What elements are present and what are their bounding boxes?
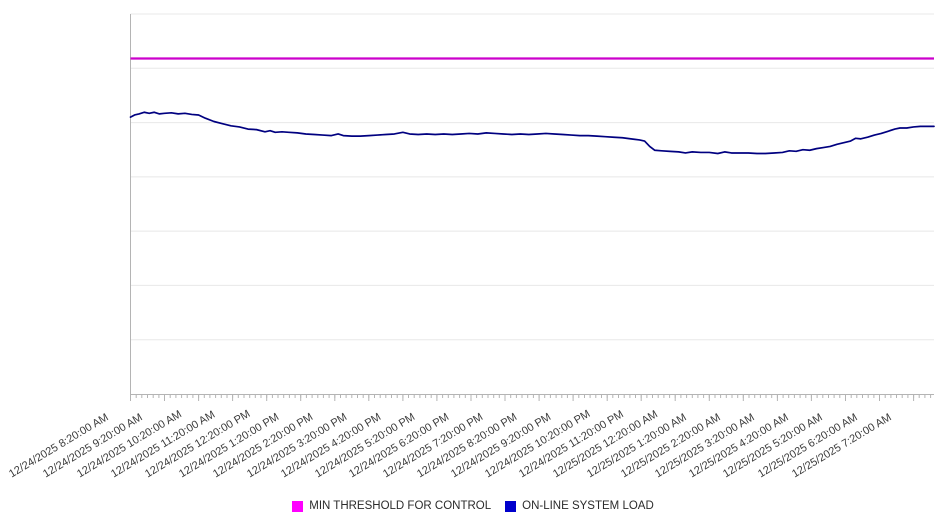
legend-item-label: ON-LINE SYSTEM LOAD: [522, 500, 654, 512]
chart-legend: MIN THRESHOLD FOR CONTROL ON-LINE SYSTEM …: [0, 497, 946, 515]
axis-lines: [130, 14, 934, 395]
series-line-on-line-system-load: [129, 111, 935, 155]
legend-item[interactable]: MIN THRESHOLD FOR CONTROL: [292, 500, 491, 512]
legend-item-label: MIN THRESHOLD FOR CONTROL: [309, 500, 492, 512]
x-axis-major-ticks: [130, 394, 915, 401]
gridlines: [130, 13, 934, 341]
legend-color-swatch-icon: [505, 500, 517, 512]
legend-color-swatch-icon: [292, 500, 304, 512]
legend-item[interactable]: ON-LINE SYSTEM LOAD: [505, 500, 654, 512]
